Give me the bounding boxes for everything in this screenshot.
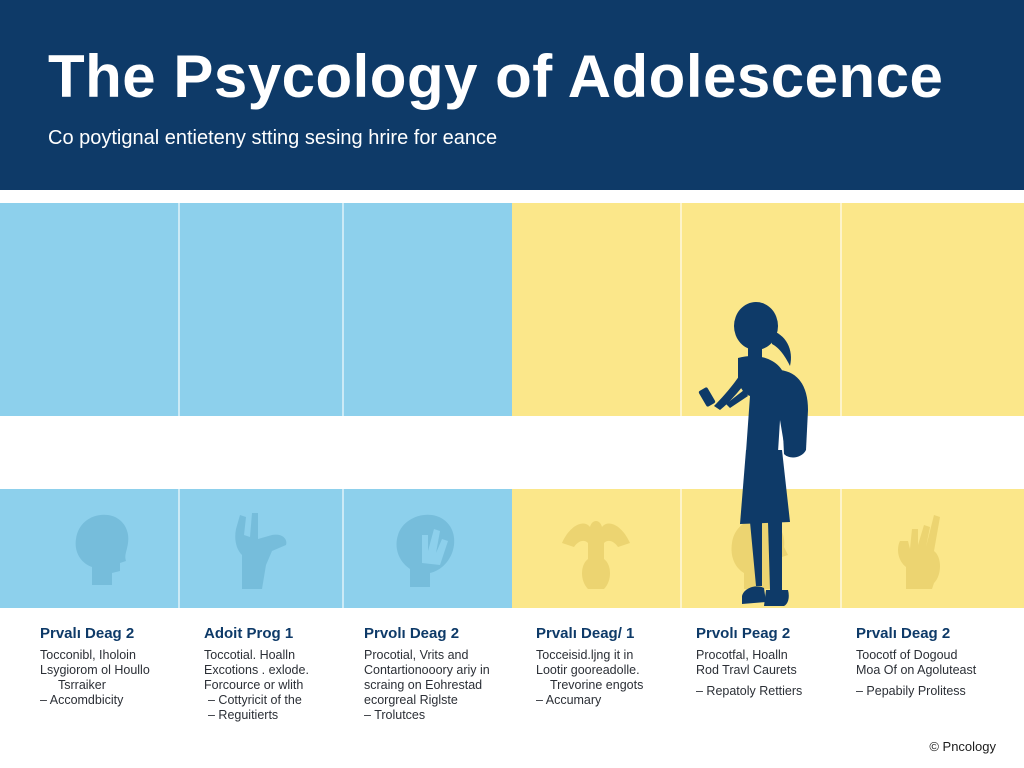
stage-line: – Cottyricit of the (208, 693, 302, 707)
stage-column-1: Prvalı Deag 2 Tocconibl, Iholoin Lsygior… (40, 625, 205, 708)
stage-line: ecorgreal Riglste (364, 693, 458, 707)
stage-title: Adoit Prog 1 (204, 625, 294, 642)
stage-line: Moa Of on Agoluteast (856, 663, 977, 677)
panel-divider (342, 203, 344, 416)
stage-line: – Accomdbicity (40, 693, 124, 707)
adolescent-silhouette (698, 302, 808, 606)
stage-line: Tocceisid.ljng it in (536, 648, 634, 662)
stage-line: – Trolutces (364, 708, 426, 722)
stage-column-5: Prvolı Peag 2 Procotfal, Hoalln Rod Trav… (696, 625, 861, 699)
raised-arms-icon (562, 521, 630, 589)
head-hand-icon (396, 514, 455, 587)
panel-divider (342, 489, 344, 608)
stage-column-4: Prvalı Deag/ 1 Tocceisid.ljng it in Loot… (536, 625, 701, 708)
stage-column-6: Prvalı Deag 2 Toocotf of Dogoud Moa Of o… (856, 625, 1021, 699)
stage-title: Prvalı Deag/ 1 (536, 625, 635, 642)
panel-divider (840, 203, 842, 416)
stage-line: Contartionooory ariy in (364, 663, 490, 677)
page-title: The Psycology of Adolescence (48, 43, 944, 110)
stage-line: Procotial, Vrits and (364, 648, 469, 662)
stage-title: Prvalı Deag 2 (856, 625, 951, 642)
stage-line: Lsygiorom ol Houllo (40, 663, 150, 677)
stage-line: Toccotial. Hoalln (204, 648, 296, 662)
blue-panel-group (0, 203, 512, 416)
stage-line: Trevorine engots (550, 678, 644, 692)
hand-gesture-icon (235, 513, 287, 589)
copyright-footer: © Pncology (929, 739, 996, 754)
stage-line: Lootir gooreadolle. (536, 663, 640, 677)
panel-divider (178, 203, 180, 416)
panel-divider (680, 489, 682, 608)
stage-line: Toocotf of Dogoud (856, 648, 958, 662)
stage-line: – Accumary (536, 693, 602, 707)
head-profile-icon (75, 514, 129, 585)
stage-line: scraing on Eohrestad (364, 678, 483, 692)
stage-line: – Reguitierts (208, 708, 279, 722)
white-strip (0, 416, 1024, 489)
stage-column-2: Adoit Prog 1 Toccotial. Hoalln Excotions… (204, 625, 369, 723)
header-banner: The Psycology of Adolescence Co poytigna… (0, 0, 1024, 190)
bottom-color-band (0, 489, 1024, 608)
panel-divider (680, 203, 682, 416)
panel-divider (840, 489, 842, 608)
stage-title: Prvolı Deag 2 (364, 625, 460, 642)
page-subtitle: Co poytignal entieteny stting sesing hri… (48, 127, 498, 149)
stage-line: Excotions . exlode. (204, 663, 309, 677)
panel-divider (178, 489, 180, 608)
stage-column-3: Prvolı Deag 2 Procotial, Vrits and Conta… (364, 625, 529, 723)
stage-line: Tocconibl, Iholoin (40, 648, 136, 662)
stage-line: Procotfal, Hoalln (696, 648, 788, 662)
stage-line: Forcource or wlith (204, 678, 304, 692)
stage-line: – Pepabily Prolitess (856, 684, 966, 698)
stage-title: Prvolı Peag 2 (696, 625, 791, 642)
stage-title: Prvalı Deag 2 (40, 625, 135, 642)
stage-line: – Repatoly Rettiers (696, 684, 803, 698)
stage-line: Rod Travl Caurets (696, 663, 797, 677)
top-color-band (0, 203, 1024, 416)
pointing-hand-icon (898, 515, 940, 589)
stage-line: Tsrraiker (58, 678, 106, 692)
